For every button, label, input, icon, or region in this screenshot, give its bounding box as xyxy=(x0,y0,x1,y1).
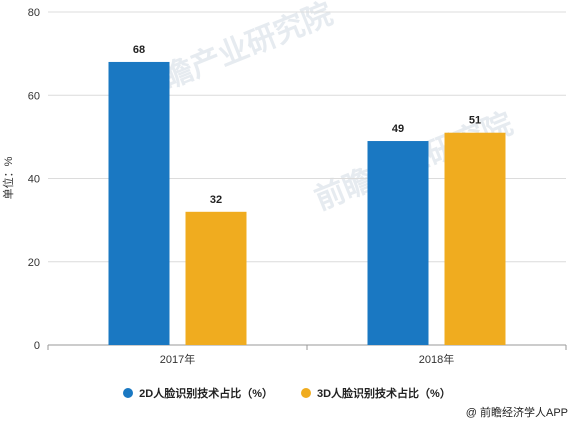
y-tick-label: 20 xyxy=(28,257,40,269)
bar[interactable] xyxy=(367,141,429,345)
data-label: 68 xyxy=(133,44,145,56)
x-tick-label: 2018年 xyxy=(419,352,454,366)
data-label: 51 xyxy=(469,115,481,127)
y-tick-label: 40 xyxy=(28,174,40,186)
x-tick-label: 2017年 xyxy=(160,352,195,366)
legend-swatch-2d xyxy=(123,388,134,398)
legend-item-2d[interactable]: 2D人脸识别技术占比（%） xyxy=(123,384,273,402)
legend-swatch-3d xyxy=(301,388,311,398)
source-credit: @ 前瞻经济学人APP xyxy=(465,407,568,419)
data-label: 49 xyxy=(392,123,404,135)
legend-label-3d: 3D人脸识别技术占比（%） xyxy=(317,388,451,400)
bar[interactable] xyxy=(108,61,170,345)
legend-label-2d: 2D人脸识别技术占比（%） xyxy=(139,388,273,400)
y-tick-label: 0 xyxy=(34,340,40,352)
data-labels: 68 32 49 51 xyxy=(133,44,481,206)
y-tick-label: 60 xyxy=(28,90,40,102)
bar[interactable] xyxy=(444,132,506,345)
y-tick-label: 80 xyxy=(28,7,40,19)
legend-item-3d[interactable]: 3D人脸识别技术占比（%） xyxy=(301,384,451,402)
y-axis-label: 单位：% xyxy=(1,156,15,199)
axes: 0 20 40 60 80 单位：% 2017年 2018年 xyxy=(1,7,567,366)
bars xyxy=(108,61,506,345)
data-label: 32 xyxy=(210,194,222,206)
legend: 2D人脸识别技术占比（%） 3D人脸识别技术占比（%） xyxy=(0,384,574,402)
bar[interactable] xyxy=(185,211,247,345)
